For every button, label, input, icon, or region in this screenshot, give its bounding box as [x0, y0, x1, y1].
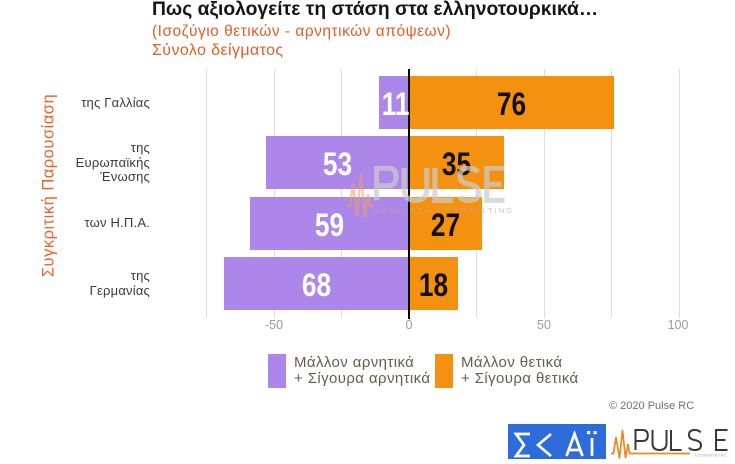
svg-text:ECOSURVEYRC: ECOSURVEYRC — [695, 454, 727, 458]
